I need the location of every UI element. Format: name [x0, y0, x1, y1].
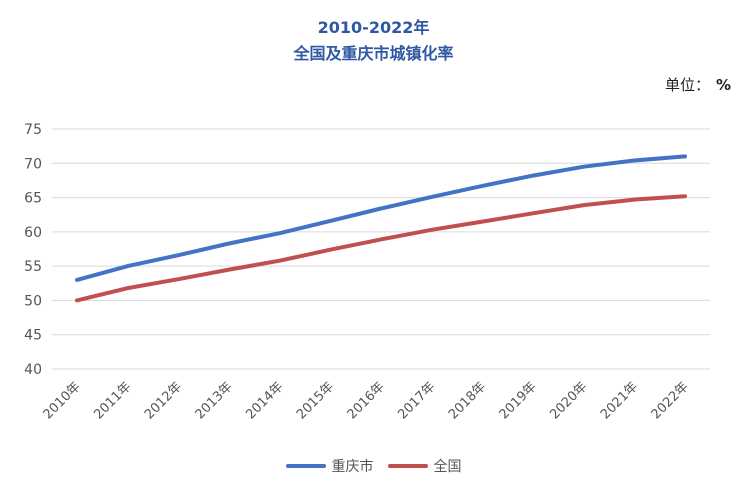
legend-item-chongqing: 重庆市	[285, 456, 374, 476]
legend-swatch-national	[387, 464, 428, 468]
y-tick-label: 60	[24, 225, 42, 241]
legend: 重庆市 全国	[0, 456, 747, 476]
y-tick-label: 70	[24, 156, 42, 172]
x-tick-label: 2021年	[598, 379, 641, 422]
unit-label-text: 单位：	[664, 76, 710, 94]
x-tick-label: 2010年	[41, 379, 84, 422]
x-tick-label: 2022年	[649, 379, 692, 422]
x-tick-label: 2016年	[345, 379, 388, 422]
data-point-s0-7	[431, 196, 433, 198]
data-point-s0-1	[127, 265, 129, 267]
y-tick-label: 45	[24, 328, 42, 344]
x-tick-label: 2014年	[243, 379, 286, 422]
y-tick-label: 75	[24, 122, 42, 138]
data-point-s1-2	[177, 278, 179, 280]
legend-label-national: 全国	[433, 459, 462, 475]
data-point-s0-4	[279, 232, 281, 234]
data-point-s1-6	[380, 238, 382, 240]
data-point-s0-9	[532, 175, 534, 177]
data-point-s0-11	[633, 160, 635, 162]
data-point-s0-2	[177, 254, 179, 256]
x-tick-label: 2019年	[497, 379, 540, 422]
data-point-s1-12	[684, 195, 686, 197]
y-tick-label: 40	[24, 362, 42, 378]
x-tick-label: 2020年	[547, 379, 590, 422]
data-point-s0-8	[481, 185, 483, 187]
legend-swatch-chongqing	[285, 464, 326, 468]
x-tick-label: 2017年	[395, 379, 438, 422]
x-tick-label: 2011年	[91, 379, 134, 422]
data-point-s0-10	[583, 166, 585, 168]
data-point-s1-3	[228, 269, 230, 271]
unit-value: %	[715, 76, 731, 94]
unit-label: 单位：%	[665, 74, 731, 95]
data-point-s0-12	[684, 155, 686, 157]
data-point-s1-5	[329, 249, 331, 251]
legend-label-chongqing: 重庆市	[331, 459, 374, 475]
series-line-1	[75, 194, 687, 303]
y-tick-label: 65	[24, 191, 42, 207]
data-point-s1-8	[481, 221, 483, 223]
data-point-s0-3	[228, 243, 230, 245]
data-point-s1-1	[127, 287, 129, 289]
data-point-s1-9	[532, 212, 534, 214]
data-point-s0-5	[329, 220, 331, 222]
legend-item-national: 全国	[387, 456, 462, 476]
data-point-s0-6	[380, 208, 382, 210]
chart-subtitle: 全国及重庆市城镇化率	[293, 44, 454, 63]
data-point-s1-10	[583, 204, 585, 206]
data-point-s1-4	[279, 260, 281, 262]
series-line-0	[75, 154, 687, 282]
y-tick-label: 50	[24, 293, 42, 309]
x-tick-label: 2012年	[142, 379, 185, 422]
x-tick-label: 2018年	[446, 379, 489, 422]
data-point-s1-0	[76, 299, 78, 301]
data-point-s1-7	[431, 229, 433, 231]
data-point-s0-0	[76, 279, 78, 281]
chart-title: 2010-2022年	[317, 18, 430, 37]
x-tick-label: 2015年	[294, 379, 337, 422]
data-point-s1-11	[633, 199, 635, 201]
y-tick-label: 55	[24, 259, 42, 275]
x-tick-label: 2013年	[193, 379, 236, 422]
